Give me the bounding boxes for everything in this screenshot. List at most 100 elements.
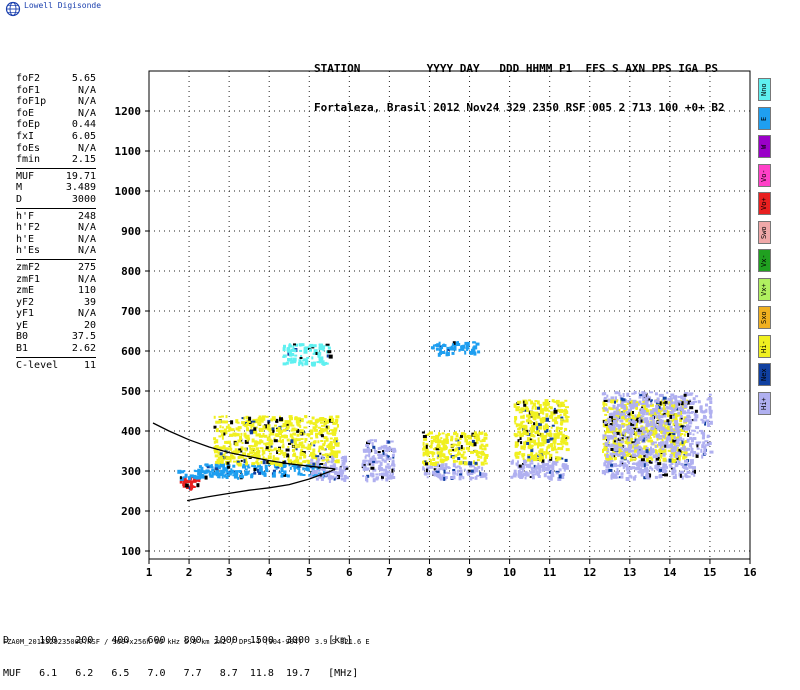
echo-point (558, 468, 562, 472)
echo-point (277, 426, 281, 431)
echo-point (262, 416, 266, 421)
echo-point (283, 473, 286, 477)
echo-point (602, 448, 606, 452)
echo-point (443, 438, 448, 442)
echo-point (671, 472, 675, 476)
echo-point (621, 424, 625, 428)
echo-point (469, 472, 474, 475)
echo-point (429, 451, 434, 455)
echo-point (218, 435, 222, 438)
echo-point (290, 424, 295, 427)
echo-point (385, 465, 389, 469)
echo-point (222, 474, 226, 477)
echo-point (432, 435, 436, 438)
echo-point (438, 439, 442, 444)
echo-point (470, 450, 474, 454)
echo-point (673, 458, 677, 462)
echo-point (616, 444, 619, 447)
echo-point (709, 412, 712, 416)
echo-point (608, 431, 612, 434)
echo-point (555, 433, 558, 438)
echo-point (306, 468, 310, 472)
echo-point (686, 392, 689, 397)
y-tick-label: 1200 (115, 105, 142, 118)
echo-point (385, 477, 389, 482)
echo-point (291, 349, 295, 352)
echo-point (536, 430, 540, 433)
echo-point (280, 449, 284, 453)
echo-point (691, 429, 696, 432)
echo-point (435, 468, 438, 473)
echo-point (635, 467, 640, 470)
echo-point (674, 420, 678, 424)
echo-point (693, 418, 698, 422)
echo-point (335, 476, 339, 479)
echo-point (315, 461, 319, 464)
echo-point (289, 353, 293, 357)
echo-point (563, 463, 568, 467)
x-tick-label: 10 (503, 566, 516, 579)
echo-point (639, 467, 642, 472)
echo-point (219, 429, 224, 433)
echo-point (323, 422, 327, 426)
echo-point (604, 453, 607, 457)
echo-point (630, 439, 633, 442)
echo-point (609, 401, 613, 404)
echo-point (483, 436, 488, 440)
echo-point (464, 438, 467, 443)
echo-point (298, 456, 302, 460)
echo-point (452, 443, 457, 446)
echo-point (640, 419, 643, 423)
echo-point (366, 448, 369, 452)
echo-point (521, 453, 526, 457)
echo-point (604, 423, 608, 426)
echo-point (554, 446, 557, 450)
echo-point (708, 393, 712, 396)
echo-point (515, 423, 518, 428)
echo-point (647, 432, 650, 435)
echo-point (312, 452, 316, 456)
parameter-value: 37.5 (71, 331, 96, 343)
echo-point (648, 448, 651, 453)
echo-point (267, 421, 270, 425)
echo-point (259, 447, 264, 450)
echo-point (238, 470, 242, 473)
echo-point (555, 470, 560, 473)
legend-swatch: Hi+ (758, 391, 771, 415)
echo-point (369, 472, 374, 477)
echo-point (520, 441, 523, 445)
echo-point (620, 405, 623, 409)
echo-point (313, 428, 318, 432)
echo-point (655, 456, 660, 461)
echo-point (552, 460, 557, 465)
echo-point (300, 444, 305, 449)
echo-point (272, 459, 275, 462)
echo-point (258, 415, 262, 418)
echo-point (440, 437, 443, 440)
echo-point (615, 453, 619, 456)
echo-point (543, 428, 547, 431)
echo-point (262, 425, 266, 430)
echo-point (688, 393, 693, 396)
echo-point (551, 447, 555, 452)
echo-point (545, 417, 549, 422)
echo-point (654, 453, 657, 457)
echo-point (270, 431, 274, 436)
echo-point (230, 468, 233, 473)
echo-point (273, 418, 276, 421)
echo-point (685, 411, 690, 414)
echo-point (234, 470, 239, 473)
echo-point (458, 460, 463, 465)
echo-point (326, 354, 329, 358)
echo-point (315, 477, 319, 481)
echo-point (265, 442, 269, 446)
echo-point (619, 446, 623, 449)
echo-point (631, 441, 636, 444)
echo-point (293, 466, 297, 470)
echo-point (652, 415, 655, 420)
echo-point (540, 408, 545, 412)
echo-point (269, 442, 274, 445)
echo-point (677, 461, 681, 465)
parameter-row: foEp 0.44 (16, 119, 96, 131)
echo-point (266, 426, 269, 430)
